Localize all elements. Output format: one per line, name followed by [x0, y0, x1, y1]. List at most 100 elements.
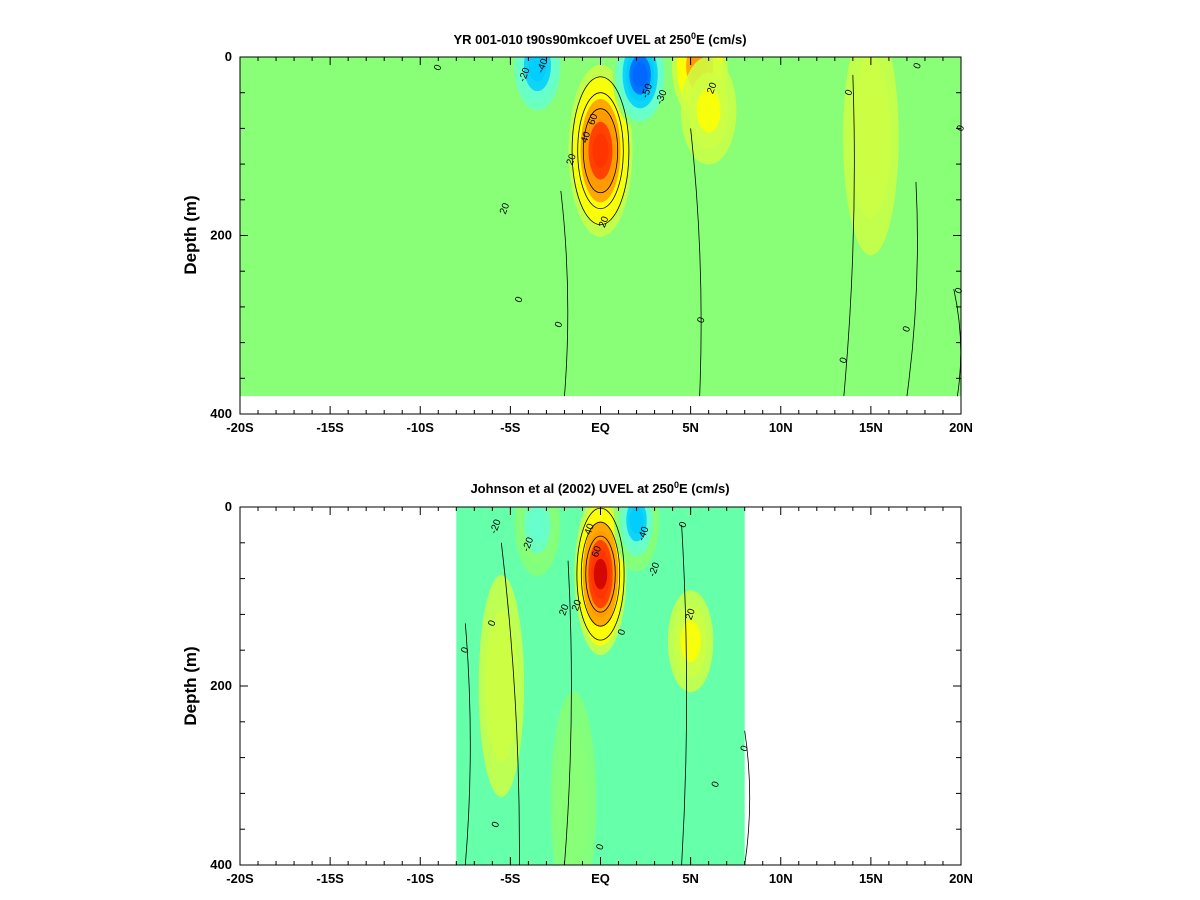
- heatmap-feature: [568, 64, 633, 237]
- contour-label: 20: [705, 81, 719, 96]
- heatmap-feature: [550, 691, 597, 865]
- heatmap-cell: [858, 93, 883, 181]
- contour-label: 20: [498, 201, 512, 216]
- y-tick-label: 200: [210, 678, 232, 693]
- contour-line: [571, 76, 630, 226]
- x-tick-label: 5N: [682, 871, 699, 886]
- heatmap-feature: [293, 63, 349, 300]
- contour-line: [582, 108, 619, 194]
- contour-label: -30: [654, 88, 669, 106]
- contour-label: 0: [595, 842, 607, 851]
- heatmap-cell: [563, 761, 584, 844]
- x-tick-label: -5S: [500, 871, 521, 886]
- heatmap-feature: [667, 590, 714, 693]
- contour-label: 0: [486, 618, 498, 627]
- contour-label: -20: [647, 561, 662, 579]
- contour-label: 20: [565, 152, 579, 167]
- contour-label: -40: [535, 57, 550, 75]
- contour-label: -40: [636, 525, 651, 543]
- contour-label: 40: [579, 130, 593, 145]
- contour-label: 0: [553, 320, 565, 329]
- panel-model-heatmap: [240, 57, 961, 397]
- y-tick-label: 400: [210, 406, 232, 421]
- contour-line: [744, 730, 751, 866]
- contour-line: [464, 623, 471, 866]
- heatmap-cell: [680, 620, 701, 663]
- contour-line: [564, 560, 572, 866]
- panel-observations-heatmap: [456, 507, 745, 865]
- contour-label: 0: [838, 356, 850, 365]
- contour-label: 0: [695, 315, 707, 324]
- heatmap-cell: [528, 507, 547, 543]
- contour-label: 60: [590, 544, 604, 559]
- panel-model: YR 001-010 t90s90mkcoef UVEL at 2500E (c…: [181, 31, 973, 435]
- contour-label: 0: [912, 61, 924, 70]
- heatmap-feature: [574, 507, 627, 656]
- heatmap-cell: [593, 558, 608, 590]
- contour-line: [906, 181, 918, 397]
- heatmap-feature: [514, 507, 561, 576]
- heatmap-cell: [528, 57, 547, 82]
- x-tick-label: 20N: [949, 420, 973, 435]
- heatmap-cell: [491, 645, 512, 727]
- contour-line: [585, 535, 616, 613]
- x-tick-label: -20S: [226, 420, 254, 435]
- contour-line: [580, 521, 621, 627]
- heatmap-feature: [843, 57, 899, 256]
- contour-label: 0: [677, 520, 689, 529]
- panel-observations-ylabel: Depth (m): [181, 646, 200, 725]
- x-tick-label: -5S: [500, 420, 521, 435]
- x-tick-label: 15N: [859, 420, 883, 435]
- x-tick-label: -15S: [316, 871, 344, 886]
- contour-label: 0: [710, 780, 722, 789]
- panel-observations: Johnson et al (2002) UVEL at 2500E (cm/s…: [181, 480, 973, 886]
- x-tick-label: 15N: [859, 871, 883, 886]
- x-tick-label: 5N: [682, 420, 699, 435]
- contour-line: [560, 190, 569, 397]
- contour-label: -50: [640, 82, 655, 100]
- y-tick-label: 400: [210, 857, 232, 872]
- heatmap-feature: [612, 57, 668, 129]
- heatmap-cell: [696, 88, 721, 133]
- contour-label: 0: [490, 820, 502, 829]
- contour-line: [681, 524, 687, 866]
- x-tick-label: 10N: [769, 420, 793, 435]
- heatmap-cell: [592, 133, 609, 169]
- x-tick-label: -20S: [226, 871, 254, 886]
- contour-label: -20: [521, 536, 536, 554]
- contour-label: -20: [517, 66, 532, 84]
- contour-line: [690, 128, 702, 397]
- x-tick-label: -10S: [407, 871, 435, 886]
- contour-line: [500, 542, 520, 866]
- contour-line: [577, 92, 624, 210]
- heatmap-feature: [509, 57, 566, 120]
- contour-label: 20: [597, 215, 611, 230]
- contour-label: 0: [616, 627, 628, 636]
- contour-label: 60: [586, 112, 600, 127]
- heatmap-cell: [309, 138, 334, 226]
- x-tick-label: -15S: [316, 420, 344, 435]
- panel-model-title: YR 001-010 t90s90mkcoef UVEL at 2500E (c…: [453, 31, 746, 47]
- contour-label: 0: [739, 744, 751, 753]
- contour-line: [843, 74, 855, 397]
- panel-observations-title: Johnson et al (2002) UVEL at 2500E (cm/s…: [470, 480, 729, 496]
- x-tick-label: EQ: [591, 871, 610, 886]
- contour-label: 20: [684, 607, 698, 622]
- heatmap-feature: [478, 575, 525, 797]
- y-tick-label: 0: [225, 499, 232, 514]
- contour-label: 0: [432, 63, 444, 72]
- contour-label: 0: [901, 324, 913, 333]
- heatmap-feature: [613, 507, 660, 572]
- panel-model-ylabel: Depth (m): [181, 195, 200, 274]
- y-tick-label: 200: [210, 228, 232, 243]
- contour-label: -20: [488, 518, 503, 536]
- heatmap-feature: [680, 57, 737, 165]
- contour-label: 0: [953, 286, 965, 295]
- contour-label: 40: [583, 522, 597, 537]
- contour-label: 0: [459, 645, 471, 654]
- x-tick-label: 20N: [949, 871, 973, 886]
- x-tick-label: -10S: [407, 420, 435, 435]
